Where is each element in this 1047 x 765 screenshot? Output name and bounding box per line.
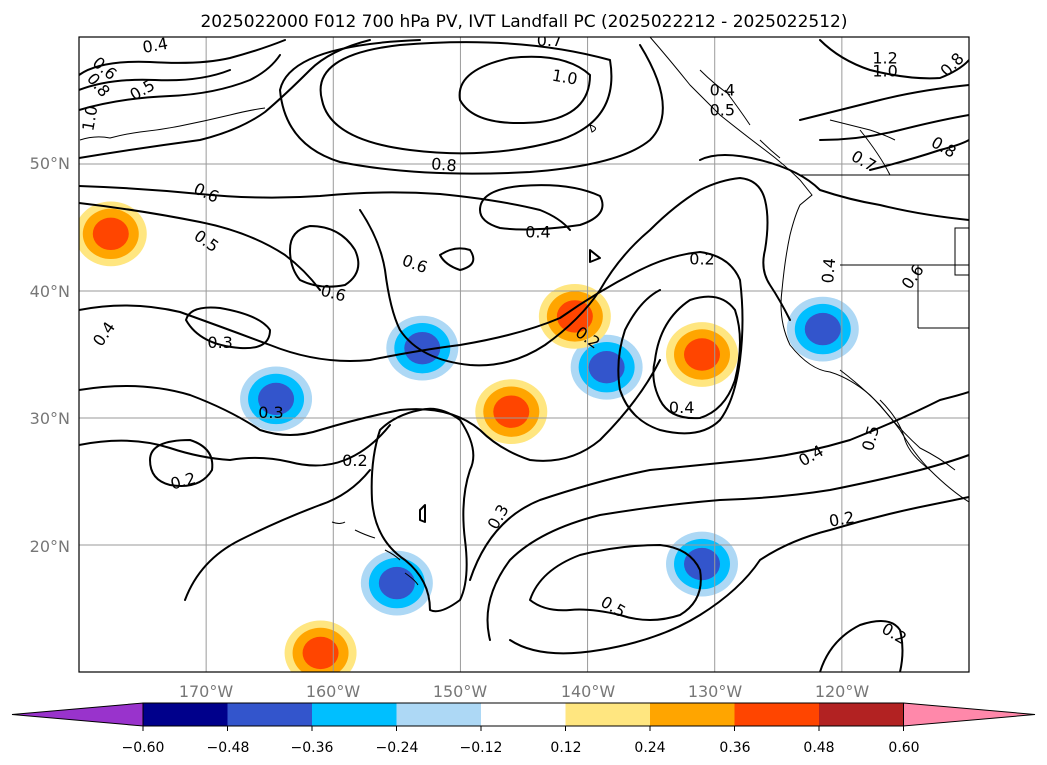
contour-label: 0.2 <box>342 451 367 470</box>
pv-negative-anomaly-layer <box>804 312 841 346</box>
contour-label: 0.8 <box>430 154 457 175</box>
colorbar-segment <box>819 703 904 726</box>
pv-positive-anomaly <box>284 620 357 672</box>
colorbar-tick-label: −0.48 <box>207 740 250 756</box>
colorbar-segment <box>312 703 397 726</box>
pv-positive-anomaly <box>666 322 738 387</box>
colorbar-extend-high <box>903 702 1036 727</box>
colorbar-tick-label: 0.24 <box>634 740 665 756</box>
contour-label: 0.3 <box>258 403 283 422</box>
pv-anomaly-fills <box>79 201 859 672</box>
colorbar-segment <box>481 703 566 726</box>
graticule <box>79 37 969 672</box>
coastlines <box>79 37 969 586</box>
colorbar-tick-label: −0.12 <box>460 740 503 756</box>
pv-negative-anomaly-layer <box>684 547 720 581</box>
pv-positive-anomaly-layer <box>92 217 129 251</box>
colorbar-segment <box>396 703 482 726</box>
lon-tick-label: 170°W <box>179 682 234 701</box>
colorbar-tick-label: −0.60 <box>122 740 165 756</box>
pv-positive-anomaly <box>79 201 147 267</box>
colorbar-tick-label: 0.36 <box>719 740 750 756</box>
map-frame <box>78 36 970 673</box>
lon-tick-label: 160°W <box>306 682 361 701</box>
pv-positive-anomaly-layer <box>493 395 530 428</box>
map-area: 0.40.60.81.00.50.71.00.80.40.51.21.0 0.80… <box>78 31 969 672</box>
contour-label: 0.4 <box>818 257 839 284</box>
colorbar-frame <box>142 702 904 727</box>
lon-tick-label: 130°W <box>688 682 743 701</box>
colorbar-tick-label: 0.12 <box>550 740 581 756</box>
contour-label: 0.2 <box>689 249 714 268</box>
colorbar-extend-low <box>11 702 144 727</box>
lat-tick-label: 40°N <box>30 282 70 301</box>
lat-axis: 50°N 40°N 30°N 20°N <box>30 154 70 556</box>
colorbar-segment <box>734 703 820 726</box>
pv-positive-anomaly-layer <box>684 338 720 371</box>
pv-negative-anomaly <box>360 550 433 616</box>
lon-tick-label: 150°W <box>433 682 488 701</box>
pv-negative-anomaly <box>570 334 643 400</box>
contour-label: 0.4 <box>669 398 694 417</box>
pv-negative-anomaly-layer <box>588 351 625 384</box>
colorbar-tick-label: −0.36 <box>291 740 334 756</box>
contour-label: 1.0 <box>78 104 101 132</box>
pv-negative-anomaly <box>786 296 859 362</box>
contour-label: 0.4 <box>141 34 169 57</box>
chart-title: 2025022000 F012 700 hPa PV, IVT Landfall… <box>200 12 847 32</box>
colorbar-segment <box>227 703 313 726</box>
lon-axis: 170°W 160°W 150°W 140°W 130°W 120°W <box>179 682 870 701</box>
pv-positive-anomaly-layer <box>302 636 339 670</box>
contour-label: 1.0 <box>872 61 897 80</box>
colorbar-tick-label: 0.60 <box>888 740 919 756</box>
pv-negative-anomaly <box>240 366 313 432</box>
contour-label: 0.4 <box>525 223 550 242</box>
colorbar-tick-label: −0.24 <box>376 740 419 756</box>
lat-tick-label: 30°N <box>30 409 70 428</box>
lat-tick-label: 50°N <box>30 154 70 173</box>
pv-negative-anomaly-layer <box>378 566 415 600</box>
contour-label: 0.4 <box>710 80 735 99</box>
pv-positive-anomaly-layer <box>556 300 593 333</box>
colorbar-segment <box>143 703 228 726</box>
contour-label: 0.7 <box>537 31 562 50</box>
pv-negative-anomaly <box>666 531 738 597</box>
contour-label: 0.2 <box>828 508 856 531</box>
contour-label: 1.2 <box>872 49 897 68</box>
colorbar-segment <box>565 703 651 726</box>
lon-tick-label: 140°W <box>561 682 616 701</box>
colorbar-ticks: −0.60 −0.48 −0.36 −0.24 −0.12 0.12 0.24 … <box>122 740 920 756</box>
colorbar-segment <box>650 703 735 726</box>
pv-contours <box>79 39 969 672</box>
colorbar <box>11 702 1036 731</box>
pv-negative-anomaly-layer <box>258 382 295 416</box>
lat-tick-label: 20°N <box>30 537 70 556</box>
pv-positive-anomaly <box>475 379 548 445</box>
contour-label: 0.3 <box>207 333 232 352</box>
contour-label: 1.0 <box>551 66 579 89</box>
pv-negative-anomaly <box>386 315 459 381</box>
contour-label: 0.5 <box>710 101 735 120</box>
lon-tick-label: 120°W <box>815 682 870 701</box>
colorbar-tick-label: 0.48 <box>803 740 834 756</box>
